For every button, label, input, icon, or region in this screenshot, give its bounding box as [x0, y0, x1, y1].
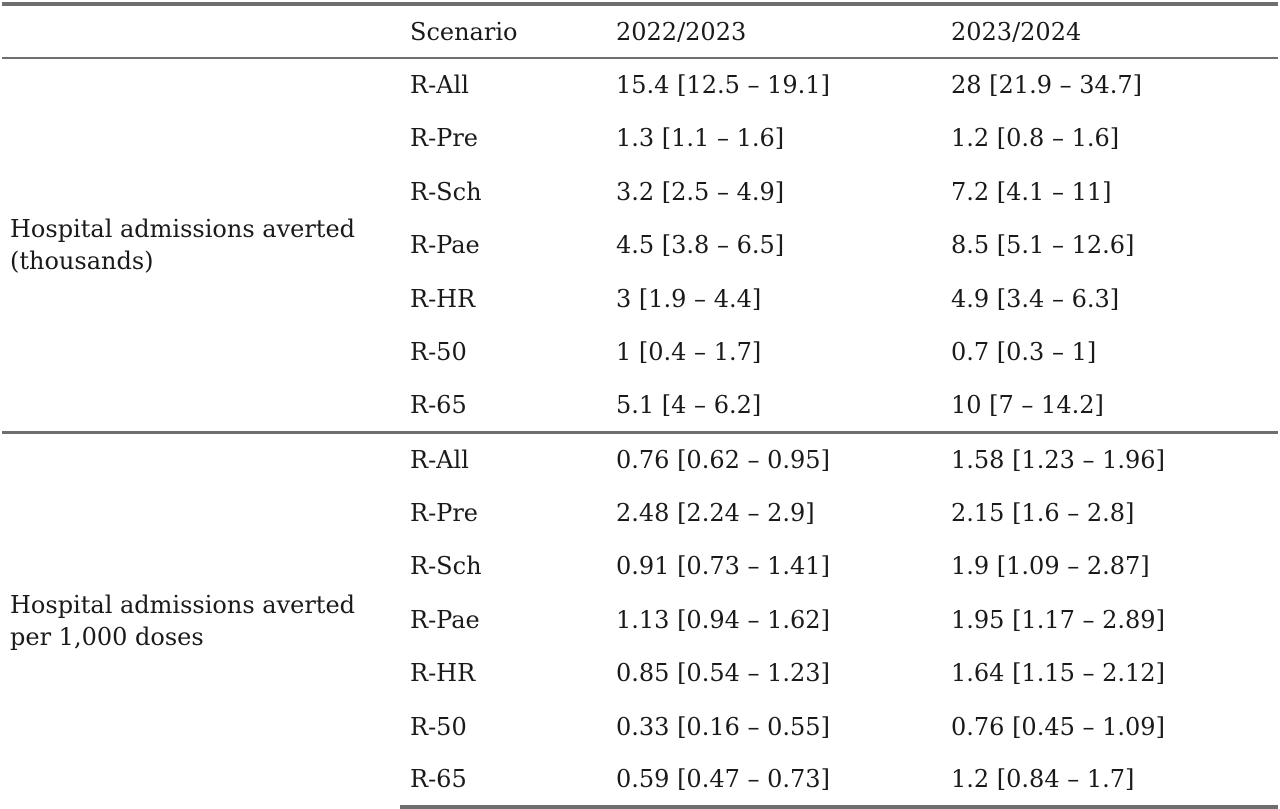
value-2022-2023: 0.76 [0.62 – 0.95]	[606, 431, 941, 486]
value-2023-2024: 8.5 [5.1 – 12.6]	[951, 231, 1135, 260]
table-row: R-Sch 3.2 [2.5 – 4.9] 7.2 [4.1 – 11]	[2, 165, 1278, 219]
table-header: Scenario 2022/2023 2023/2024	[2, 2, 1278, 59]
scenario-cell: R-HR	[410, 284, 476, 313]
value-2022-2023: 3 [1.9 – 4.4]	[616, 284, 762, 313]
group-label: Hospital admissions averted per 1,000 do…	[2, 431, 400, 807]
value-2023-2024: 10 [7 – 14.2]	[951, 391, 1104, 419]
value-2022-2023: 1.13 [0.94 – 1.62]	[616, 605, 830, 634]
table-row: R-65 5.1 [4 – 6.2] 10 [7 – 14.2]	[2, 379, 1278, 433]
scenario-cell: R-Pre	[410, 124, 479, 153]
scenario-cell: R-HR	[410, 659, 476, 688]
value-2023-2024: 4.9 [3.4 – 6.3]	[951, 284, 1120, 313]
value-2023-2024: 1.64 [1.15 – 2.12]	[951, 659, 1165, 688]
header-measure	[2, 2, 400, 59]
header-season-2023-2024: 2023/2024	[941, 2, 1278, 59]
table-row: Hospital admissions averted (thousands) …	[2, 58, 1278, 275]
scenario-cell: R-All	[400, 431, 606, 486]
value-2023-2024: 7.2 [4.1 – 11]	[951, 177, 1112, 206]
scenario-cell: R-50	[410, 712, 467, 741]
value-2023-2024: 1.2 [0.84 – 1.7]	[941, 753, 1278, 809]
value-2023-2024: 1.95 [1.17 – 2.89]	[951, 605, 1165, 634]
scenario-cell: R-Sch	[410, 177, 482, 206]
group-admissions-averted: Hospital admissions averted (thousands) …	[2, 58, 1278, 433]
value-2022-2023: 0.85 [0.54 – 1.23]	[616, 659, 830, 688]
header-season-2022-2023: 2022/2023	[606, 2, 941, 59]
scenario-cell: R-Sch	[410, 552, 482, 581]
value-2023-2024: 2.15 [1.6 – 2.8]	[951, 498, 1135, 527]
group-label: Hospital admissions averted (thousands)	[10, 215, 356, 275]
table-row: R-Sch 0.91 [0.73 – 1.41] 1.9 [1.09 – 2.8…	[2, 540, 1278, 594]
scenario-cell: R-All	[410, 71, 469, 100]
table-row: R-HR 3 [1.9 – 4.4] 4.9 [3.4 – 6.3]	[2, 272, 1278, 326]
value-2023-2024: 28 [21.9 – 34.7]	[951, 71, 1143, 100]
table-row: R-HR 0.85 [0.54 – 1.23] 1.64 [1.15 – 2.1…	[2, 647, 1278, 701]
value-2022-2023: 1 [0.4 – 1.7]	[616, 338, 762, 367]
value-2023-2024: 0.76 [0.45 – 1.09]	[951, 712, 1165, 741]
value-2022-2023: 15.4 [12.5 – 19.1]	[616, 71, 830, 100]
value-2022-2023: 3.2 [2.5 – 4.9]	[616, 177, 785, 206]
header-scenario: Scenario	[400, 2, 606, 59]
value-2022-2023: 2.48 [2.24 – 2.9]	[616, 498, 815, 527]
value-2023-2024: 0.7 [0.3 – 1]	[951, 338, 1097, 367]
scenario-cell: R-50	[410, 338, 467, 367]
value-2023-2024: 1.9 [1.09 – 2.87]	[951, 552, 1150, 581]
table-row: Hospital admissions averted per 1,000 do…	[2, 431, 1278, 807]
value-2022-2023: 0.59 [0.47 – 0.73]	[606, 753, 941, 809]
value-2023-2024: 1.2 [0.8 – 1.6]	[951, 124, 1120, 153]
value-2022-2023: 0.33 [0.16 – 0.55]	[616, 712, 830, 741]
table-row: R-50 1 [0.4 – 1.7] 0.7 [0.3 – 1]	[2, 326, 1278, 380]
value-2023-2024: 1.58 [1.23 – 1.96]	[941, 431, 1278, 486]
header-row: Scenario 2022/2023 2023/2024	[2, 2, 1278, 59]
table-row: R-Pae 1.13 [0.94 – 1.62] 1.95 [1.17 – 2.…	[2, 593, 1278, 647]
scenario-cell: R-Pae	[410, 605, 480, 634]
value-2022-2023: 0.91 [0.73 – 1.41]	[616, 552, 830, 581]
scenario-cell: R-Pae	[410, 231, 480, 260]
group-admissions-averted-per-dose: Hospital admissions averted per 1,000 do…	[2, 431, 1278, 809]
value-2022-2023: 5.1 [4 – 6.2]	[616, 391, 762, 419]
table-row: R-50 0.33 [0.16 – 0.55] 0.76 [0.45 – 1.0…	[2, 700, 1278, 754]
scenario-cell: R-Pre	[410, 498, 479, 527]
table-row: R-Pre 2.48 [2.24 – 2.9] 2.15 [1.6 – 2.8]	[2, 486, 1278, 540]
scenario-cell: R-65	[400, 753, 606, 809]
scenario-cell: R-65	[410, 391, 467, 419]
table-row: R-Pre 1.3 [1.1 – 1.6] 1.2 [0.8 – 1.6]	[2, 112, 1278, 166]
value-2022-2023: 1.3 [1.1 – 1.6]	[616, 124, 785, 153]
table-row: R-65 0.59 [0.47 – 0.73] 1.2 [0.84 – 1.7]	[2, 753, 1278, 809]
table-row: R-Pae 4.5 [3.8 – 6.5] 8.5 [5.1 – 12.6]	[2, 219, 1278, 273]
value-2022-2023: 4.5 [3.8 – 6.5]	[616, 231, 785, 260]
